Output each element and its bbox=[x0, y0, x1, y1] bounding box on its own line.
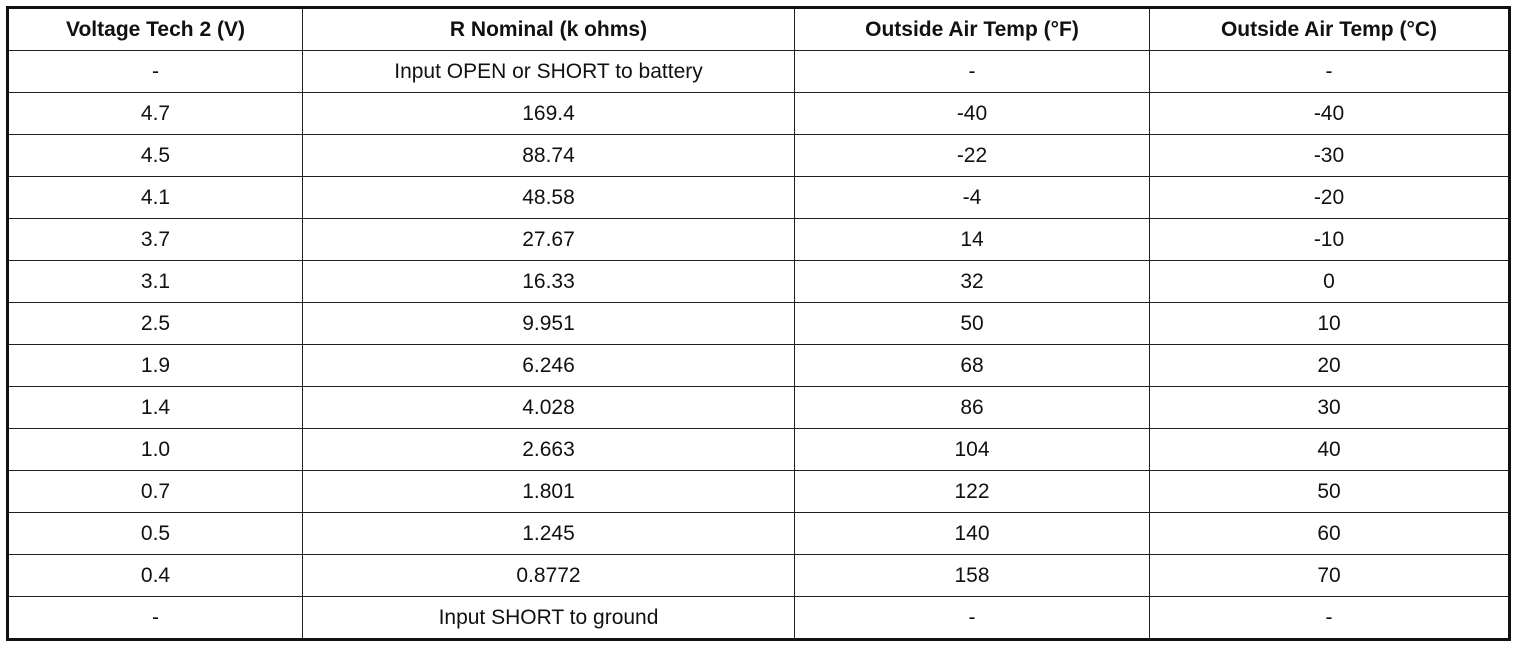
table-row: 3.7 27.67 14 -10 bbox=[7, 218, 1510, 261]
table-cell: - bbox=[794, 50, 1150, 93]
table-cell: -40 bbox=[1149, 92, 1510, 135]
table-cell: 50 bbox=[794, 302, 1150, 345]
table-cell: - bbox=[7, 50, 303, 93]
table-cell: - bbox=[794, 596, 1150, 640]
table-cell: 1.0 bbox=[7, 428, 303, 471]
table-cell: 122 bbox=[794, 470, 1150, 513]
table-cell: 6.246 bbox=[302, 344, 795, 387]
table-cell: -10 bbox=[1149, 218, 1510, 261]
table-row: 3.1 16.33 32 0 bbox=[7, 260, 1510, 303]
table-cell: -30 bbox=[1149, 134, 1510, 177]
table-header: Voltage Tech 2 (V) R Nominal (k ohms) Outs… bbox=[7, 7, 1510, 51]
table-cell: 48.58 bbox=[302, 176, 795, 219]
table-cell: 20 bbox=[1149, 344, 1510, 387]
table-cell: 70 bbox=[1149, 554, 1510, 597]
table-cell: 0.8772 bbox=[302, 554, 795, 597]
table-cell: 50 bbox=[1149, 470, 1510, 513]
table-cell: 169.4 bbox=[302, 92, 795, 135]
header-row: Voltage Tech 2 (V) R Nominal (k ohms) Outs… bbox=[7, 7, 1510, 51]
table-row: 0.4 0.8772 158 70 bbox=[7, 554, 1510, 597]
table-cell: -4 bbox=[794, 176, 1150, 219]
table-cell: 158 bbox=[794, 554, 1150, 597]
table-cell: 0.5 bbox=[7, 512, 303, 555]
table-cell: 1.9 bbox=[7, 344, 303, 387]
table-cell: 1.245 bbox=[302, 512, 795, 555]
table-cell: 2.663 bbox=[302, 428, 795, 471]
table-cell: Input SHORT to ground bbox=[302, 596, 795, 640]
table-cell: 88.74 bbox=[302, 134, 795, 177]
table-cell: 86 bbox=[794, 386, 1150, 429]
table-cell: -40 bbox=[794, 92, 1150, 135]
table-row: 1.9 6.246 68 20 bbox=[7, 344, 1510, 387]
table-cell: 32 bbox=[794, 260, 1150, 303]
table-cell: - bbox=[7, 596, 303, 640]
table-row: 1.0 2.663 104 40 bbox=[7, 428, 1510, 471]
table-cell: 40 bbox=[1149, 428, 1510, 471]
table-cell: 2.5 bbox=[7, 302, 303, 345]
table-cell: 9.951 bbox=[302, 302, 795, 345]
table-cell: 4.7 bbox=[7, 92, 303, 135]
table-cell: 4.028 bbox=[302, 386, 795, 429]
header-cell: Outside Air Temp (°C) bbox=[1149, 7, 1510, 51]
table-cell: - bbox=[1149, 50, 1510, 93]
table-cell: 140 bbox=[794, 512, 1150, 555]
table-cell: -22 bbox=[794, 134, 1150, 177]
table-row: - Input OPEN or SHORT to battery - - bbox=[7, 50, 1510, 93]
header-cell: Voltage Tech 2 (V) bbox=[7, 7, 303, 51]
table-cell: 27.67 bbox=[302, 218, 795, 261]
header-cell: Outside Air Temp (°F) bbox=[794, 7, 1150, 51]
table-cell: 0 bbox=[1149, 260, 1510, 303]
table-row: 0.5 1.245 140 60 bbox=[7, 512, 1510, 555]
table-cell: 0.7 bbox=[7, 470, 303, 513]
table-row: - Input SHORT to ground - - bbox=[7, 596, 1510, 640]
table-row: 2.5 9.951 50 10 bbox=[7, 302, 1510, 345]
table-cell: 68 bbox=[794, 344, 1150, 387]
header-cell: R Nominal (k ohms) bbox=[302, 7, 795, 51]
table-cell: 10 bbox=[1149, 302, 1510, 345]
data-table: Voltage Tech 2 (V) R Nominal (k ohms) Outs… bbox=[6, 6, 1511, 641]
table-row: 4.1 48.58 -4 -20 bbox=[7, 176, 1510, 219]
table-row: 1.4 4.028 86 30 bbox=[7, 386, 1510, 429]
table-cell: 3.7 bbox=[7, 218, 303, 261]
table-cell: 0.4 bbox=[7, 554, 303, 597]
table-cell: 104 bbox=[794, 428, 1150, 471]
table-cell: - bbox=[1149, 596, 1510, 640]
table-cell: 4.5 bbox=[7, 134, 303, 177]
table-row: 0.7 1.801 122 50 bbox=[7, 470, 1510, 513]
table-row: 4.7 169.4 -40 -40 bbox=[7, 92, 1510, 135]
table-cell: 1.801 bbox=[302, 470, 795, 513]
table-row: 4.5 88.74 -22 -30 bbox=[7, 134, 1510, 177]
table-cell: 30 bbox=[1149, 386, 1510, 429]
table-body: - Input OPEN or SHORT to battery - -4.7 169.… bbox=[7, 50, 1510, 640]
table-cell: -20 bbox=[1149, 176, 1510, 219]
table-cell: 4.1 bbox=[7, 176, 303, 219]
table-cell: 60 bbox=[1149, 512, 1510, 555]
table-cell: Input OPEN or SHORT to battery bbox=[302, 50, 795, 93]
table-cell: 16.33 bbox=[302, 260, 795, 303]
table-cell: 3.1 bbox=[7, 260, 303, 303]
table-cell: 1.4 bbox=[7, 386, 303, 429]
table-cell: 14 bbox=[794, 218, 1150, 261]
